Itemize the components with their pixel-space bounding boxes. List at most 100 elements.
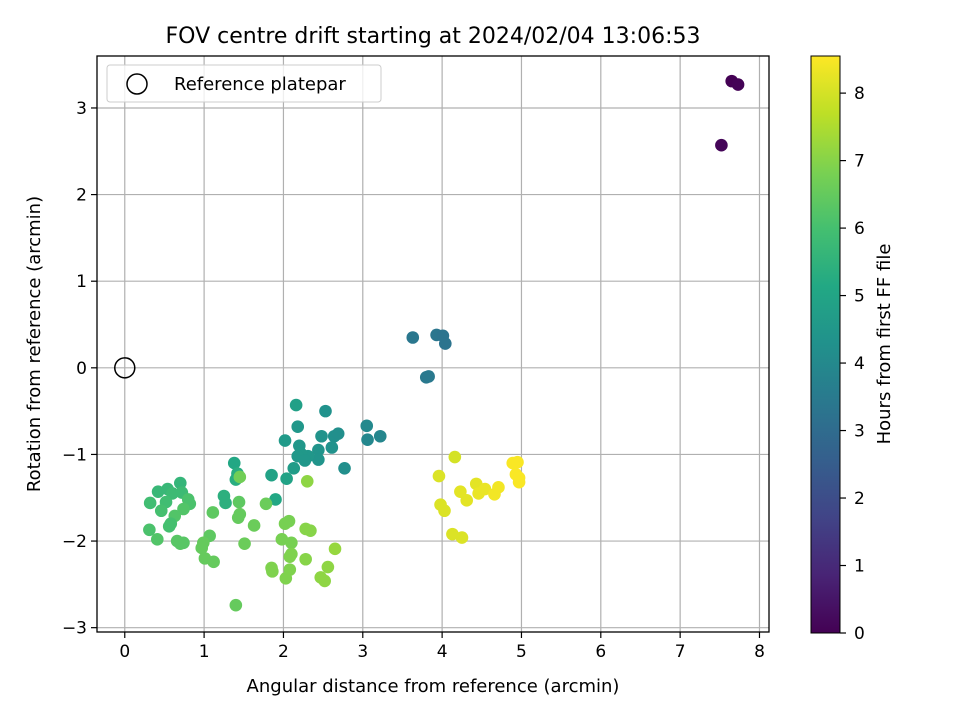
plot-frame [96, 55, 770, 633]
scatter-point [219, 496, 232, 510]
x-axis-label: Angular distance from reference (arcmin) [247, 676, 620, 697]
scatter-point [195, 541, 209, 555]
legend-box [106, 64, 382, 103]
data-points [143, 74, 745, 612]
scatter-point [285, 536, 298, 550]
x-tick-label: 3 [357, 642, 368, 662]
scatter-point [312, 453, 325, 466]
y-tick-label: 1 [76, 272, 87, 292]
scatter-point [422, 370, 435, 383]
scatter-point [715, 138, 728, 152]
scatter-point [318, 574, 332, 588]
y-tick-label: 2 [76, 186, 87, 206]
scatter-point [454, 485, 467, 498]
colorbar: 0 1 2 3 4 5 6 7 8 Hours from first FF file [810, 55, 895, 644]
legend-marker-open-circle [126, 73, 148, 95]
scatter-point [360, 419, 374, 433]
scatter-point [460, 494, 474, 507]
scatter-point [289, 398, 303, 412]
scatter-point [206, 506, 220, 519]
reference-point [114, 357, 136, 379]
x-tick-label: 6 [595, 642, 606, 662]
scatter-point [512, 475, 526, 489]
scatter-point [478, 482, 492, 496]
scatter-point [150, 533, 164, 546]
chart-title: FOV centre drift starting at 2024/02/04 … [166, 24, 701, 49]
y-tick-label: 0 [76, 359, 87, 379]
legend-label: Reference platepar [174, 74, 346, 95]
colorbar-gradient [810, 55, 841, 634]
scatter-point [282, 514, 296, 528]
legend: Reference platepar [106, 64, 382, 103]
scatter-point [278, 434, 292, 447]
scatter-point [321, 560, 335, 574]
colorbar-tick-label: 4 [854, 354, 865, 374]
scatter-point [259, 497, 273, 511]
reference-platepar-marker [114, 357, 136, 379]
y-axis-label: Rotation from reference (arcmin) [24, 196, 45, 492]
scatter-point [361, 433, 374, 447]
scatter-point [300, 474, 314, 488]
x-tick-label: 1 [199, 642, 210, 662]
x-tick-label: 2 [278, 642, 289, 662]
scatter-point [247, 519, 261, 532]
colorbar-label: Hours from first FF file [874, 244, 895, 445]
scatter-point [275, 533, 289, 546]
colorbar-tick-label: 7 [854, 152, 865, 172]
scatter-point [174, 476, 187, 490]
colorbar-tick-label: 0 [854, 624, 865, 644]
scatter-point [338, 461, 351, 475]
scatter-point [511, 455, 524, 469]
scatter-point [299, 552, 312, 566]
y-tick-label: −2 [62, 532, 87, 552]
scatter-point [406, 331, 420, 344]
x-tick-label: 5 [516, 642, 527, 662]
scatter-point [298, 454, 312, 467]
colorbar-tick-label: 3 [854, 422, 865, 442]
x-tick-label: 0 [119, 642, 130, 662]
scatter-point [177, 536, 190, 550]
colorbar-tick-label: 1 [854, 557, 865, 577]
scatter-point [229, 598, 243, 612]
scatter-point [283, 550, 297, 563]
scatter-point [233, 470, 247, 484]
scatter-point [238, 537, 251, 550]
x-tick-label: 8 [754, 642, 765, 662]
y-tick-label: −1 [62, 445, 87, 465]
scatter-point [438, 504, 451, 518]
x-axis-ticks: 0 1 2 3 4 5 6 7 8 [119, 632, 765, 662]
colorbar-tick-label: 2 [854, 489, 865, 509]
scatter-point [143, 496, 157, 510]
scatter-point [373, 429, 387, 443]
scatter-point [231, 511, 245, 524]
scatter-point [492, 481, 505, 494]
scatter-point [154, 504, 168, 518]
scatter-point [232, 495, 246, 509]
y-tick-label: −3 [62, 619, 87, 639]
scatter-point [731, 78, 745, 91]
scatter-point [432, 469, 446, 483]
scatter-point [177, 502, 190, 516]
scatter-point [280, 472, 293, 485]
scatter-point [279, 571, 293, 585]
x-tick-label: 7 [675, 642, 686, 662]
scatter-point [207, 555, 220, 569]
scatter-point [143, 523, 156, 537]
scatter-point [287, 461, 301, 475]
scatter-point [269, 493, 282, 506]
x-tick-label: 4 [437, 642, 448, 662]
y-axis-ticks: −3 −2 −1 0 1 2 3 [62, 99, 97, 639]
colorbar-tick-label: 5 [854, 287, 865, 307]
scatter-point [315, 429, 328, 443]
scatter-point [266, 565, 279, 578]
y-tick-label: 3 [76, 99, 87, 119]
colorbar-tick-label: 8 [854, 84, 865, 104]
scatter-point [291, 420, 305, 434]
scatter-point [325, 441, 339, 454]
scatter-point [331, 427, 345, 440]
scatter-point [448, 450, 462, 464]
colorbar-tick-label: 6 [854, 219, 865, 239]
scatter-point [328, 542, 342, 556]
scatter-point [312, 443, 325, 457]
